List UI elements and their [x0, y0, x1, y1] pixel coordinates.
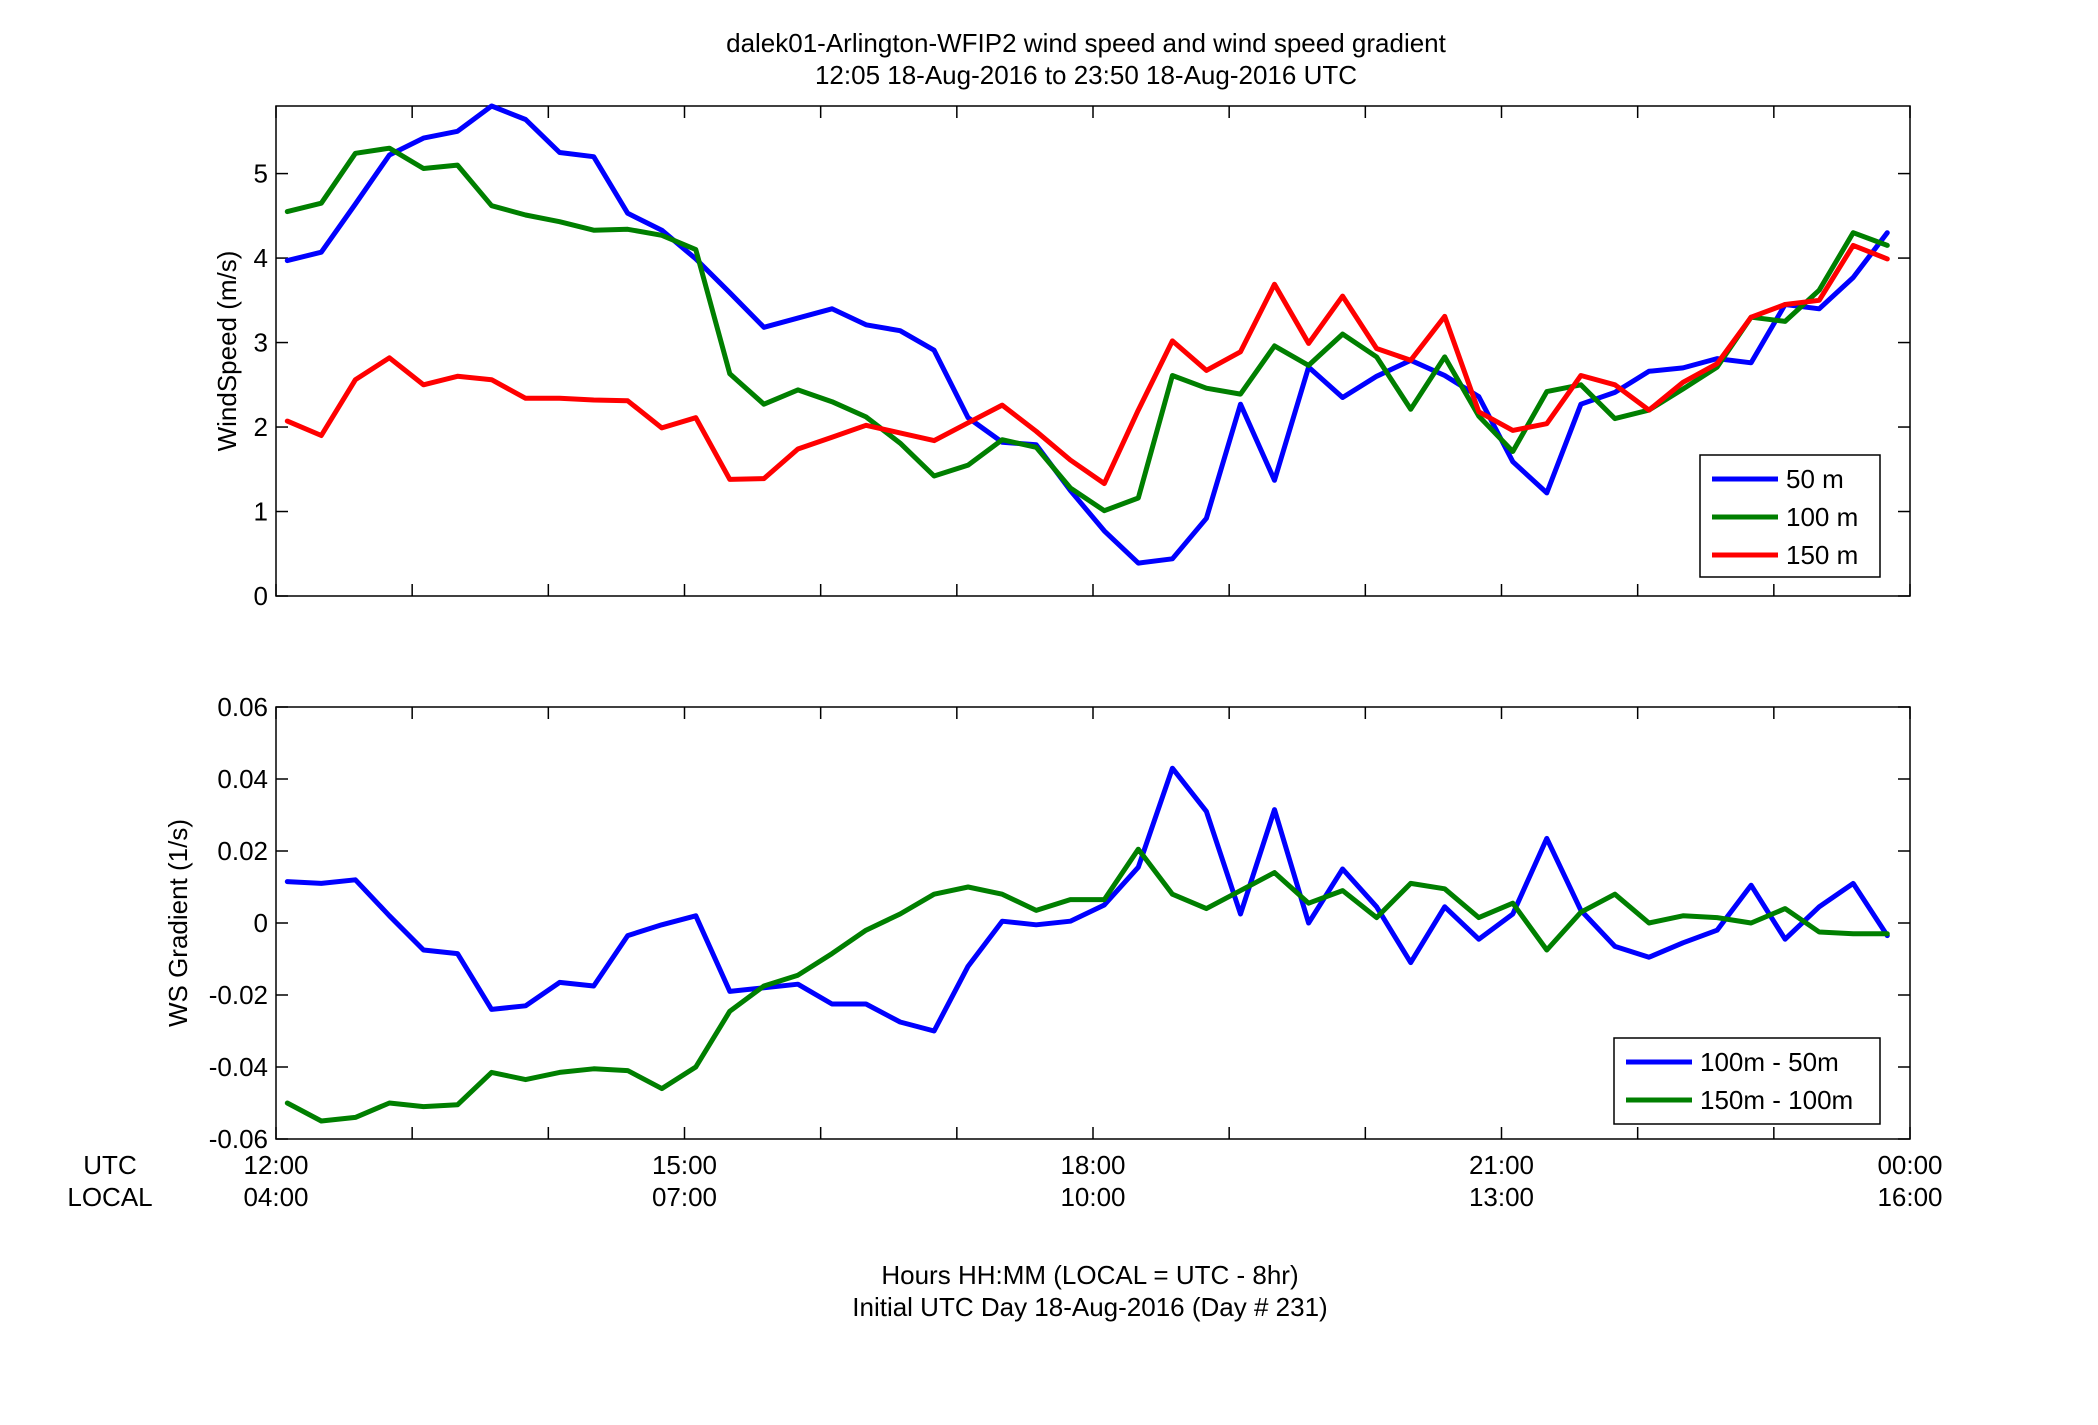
ws-y-tick-label: 4 — [254, 243, 268, 273]
grad-y-tick-label: -0.04 — [209, 1052, 268, 1082]
grad-series-line-0 — [284, 765, 1890, 1034]
chart-subtitle: 12:05 18-Aug-2016 to 23:50 18-Aug-2016 U… — [815, 60, 1357, 90]
local-tick-label: 16:00 — [1877, 1182, 1942, 1212]
ws-series-line-1 — [284, 145, 1890, 514]
grad-legend-label: 100m - 50m — [1700, 1047, 1839, 1077]
local-row-label: LOCAL — [67, 1182, 152, 1212]
utc-tick-label: 15:00 — [652, 1150, 717, 1180]
wind-speed-panel: 0 1 2 3 4 5 WindSpeed (m/s) 50 m 100 m 150 m — [212, 103, 1911, 611]
ws-gradient-panel: -0.06 -0.04 -0.02 0 0.02 0.04 0.06 WS Gradient … — [163, 692, 1911, 1154]
utc-tick-label: 00:00 — [1877, 1150, 1942, 1180]
utc-tick-label: 12:00 — [243, 1150, 308, 1180]
ws-legend: 50 m 100 m 150 m — [1699, 454, 1881, 578]
local-tick-label: 13:00 — [1469, 1182, 1534, 1212]
ws-y-tick-label: 1 — [254, 497, 268, 527]
ws-y-tick-label: 5 — [254, 159, 268, 189]
grad-y-tick-label: 0.04 — [217, 764, 268, 794]
utc-tick-label: 21:00 — [1469, 1150, 1534, 1180]
local-tick-label: 07:00 — [652, 1182, 717, 1212]
grad-y-tick-label: -0.02 — [209, 980, 268, 1010]
utc-row-label: UTC — [83, 1150, 136, 1180]
grad-y-tick-label: -0.06 — [209, 1124, 268, 1154]
utc-tick-label: 18:00 — [1060, 1150, 1125, 1180]
grad-y-tick-label: 0.06 — [217, 692, 268, 722]
local-tick-label: 10:00 — [1060, 1182, 1125, 1212]
grad-y-tick-label: 0 — [254, 908, 268, 938]
ws-legend-label: 150 m — [1786, 540, 1858, 570]
chart-title: dalek01-Arlington-WFIP2 wind speed and w… — [726, 28, 1447, 58]
x-axis-sublabel: Initial UTC Day 18-Aug-2016 (Day # 231) — [852, 1292, 1327, 1322]
ws-plot-frame — [275, 105, 1911, 597]
grad-legend-label: 150m - 100m — [1700, 1085, 1853, 1115]
x-axis-label: Hours HH:MM (LOCAL = UTC - 8hr) — [881, 1260, 1298, 1290]
ws-y-tick-label: 0 — [254, 581, 268, 611]
grad-legend: 100m - 50m 150m - 100m — [1613, 1037, 1881, 1125]
ws-y-tick-label: 3 — [254, 328, 268, 358]
ws-series-line-2 — [284, 242, 1890, 487]
ws-legend-label: 100 m — [1786, 502, 1858, 532]
grad-y-axis-label: WS Gradient (1/s) — [163, 819, 193, 1027]
grad-y-tick-label: 0.02 — [217, 836, 268, 866]
ws-y-axis-label: WindSpeed (m/s) — [212, 251, 242, 452]
ws-legend-label: 50 m — [1786, 464, 1844, 494]
ws-y-tick-label: 2 — [254, 412, 268, 442]
grad-legend-box — [1613, 1037, 1881, 1125]
local-tick-label: 04:00 — [243, 1182, 308, 1212]
grad-series-line-1 — [284, 846, 1890, 1124]
